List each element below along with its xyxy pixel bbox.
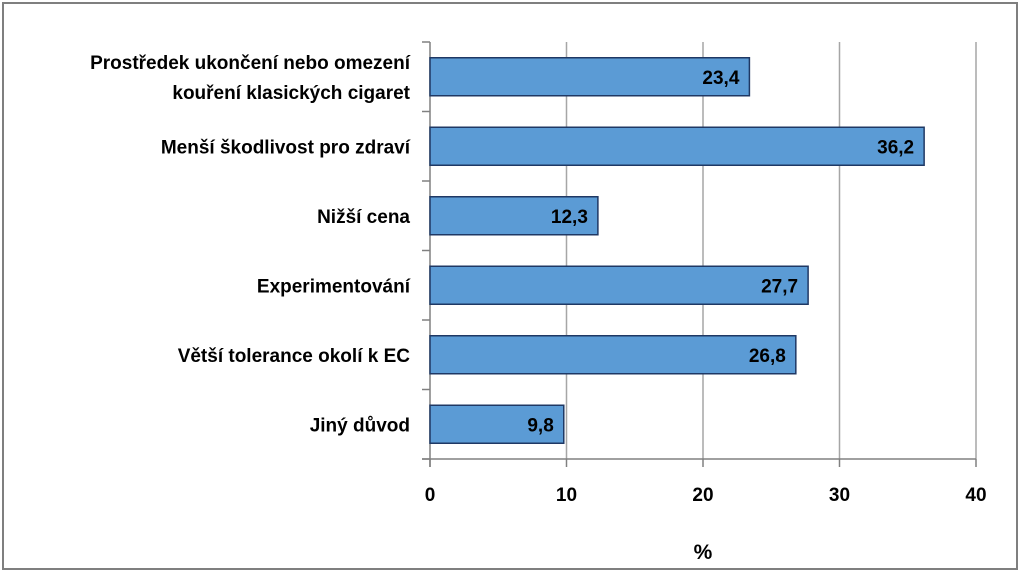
x-tick-label-10: 10 [556, 485, 577, 506]
data-label-5: 9,8 [527, 415, 553, 436]
category-label-2: Nižší cena [317, 207, 410, 228]
category-label-5: Jiný důvod [310, 415, 410, 436]
data-label-4: 26,8 [749, 346, 786, 367]
data-label-1: 36,2 [877, 137, 914, 158]
bar-2 [429, 196, 599, 236]
bar-5 [429, 404, 565, 444]
bar-0 [429, 57, 751, 97]
category-label-4: Větší tolerance okolí k EC [178, 346, 411, 367]
data-label-2: 12,3 [551, 207, 588, 228]
category-label-1: Menší škodlivost pro zdraví [161, 137, 411, 158]
x-tick-label-20: 20 [692, 485, 713, 506]
category-label-0-line-0: Prostředek ukončení nebo omezení [90, 53, 411, 74]
bar-3 [429, 265, 809, 305]
x-tick-label-30: 30 [829, 485, 850, 506]
x-axis-title: % [694, 541, 713, 564]
x-tick-label-40: 40 [965, 485, 986, 506]
bar-4 [429, 335, 797, 375]
category-label-0-line-1: kouření klasických cigaret [172, 83, 410, 104]
category-label-3: Experimentování [257, 276, 411, 297]
x-tick-label-0: 0 [425, 485, 436, 506]
data-label-3: 27,7 [761, 276, 798, 297]
bar-1 [429, 126, 925, 166]
data-label-0: 23,4 [702, 68, 739, 89]
bar-chart: 23,4 Prostředek ukončení nebo omezení kouř… [90, 41, 987, 564]
